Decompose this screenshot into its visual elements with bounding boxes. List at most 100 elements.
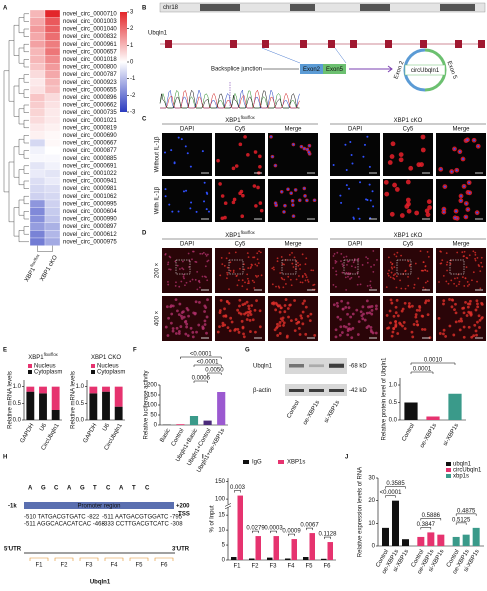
row-header: 200 × (155, 262, 161, 278)
cell-cy5 (405, 179, 411, 185)
heatmap-cell (44, 40, 61, 49)
x-tick-label: F2 (251, 564, 259, 570)
tissue-cell (392, 274, 395, 277)
row-label: novel_circ_0000941 (63, 179, 117, 185)
tissue-cell (355, 308, 359, 312)
heatmap-cell (29, 199, 46, 208)
bar (327, 542, 333, 560)
heatmap-cell (29, 101, 46, 109)
heatmap-cell (29, 207, 46, 216)
legend-label: Nucleus (97, 364, 119, 370)
tissue-cell (465, 266, 468, 269)
tissue-cell (343, 256, 345, 259)
tissue-cell (298, 275, 300, 277)
tissue-cell (467, 325, 471, 329)
y-tick-label: 50 (150, 413, 157, 419)
tissue-cell (242, 335, 246, 339)
tissue-cell (205, 315, 209, 319)
tissue-cell (228, 288, 230, 291)
group-header-main: XBP1 cKO (394, 118, 423, 124)
tissue-cell (272, 266, 275, 269)
y-tick-label: 0 (222, 558, 226, 564)
channel-header: Merge (452, 127, 470, 133)
tissue-cell (181, 267, 184, 270)
tissue-cell (394, 273, 397, 275)
cell-dapi (305, 199, 308, 202)
cell-dapi (304, 194, 307, 197)
tissue-cell (203, 310, 206, 313)
tissue-cell (442, 299, 446, 303)
cell-dapi (292, 215, 295, 218)
exon-label: Exon2 (303, 67, 321, 73)
tissue-cell (313, 333, 317, 337)
significance-bracket (234, 490, 241, 493)
channel-header: Cy5 (235, 242, 246, 248)
zoom-box (175, 259, 191, 275)
x-tick-label: F6 (323, 564, 331, 570)
tissue-cell (454, 320, 458, 324)
x-tick-label: si-XBP1s (443, 423, 461, 447)
exon (478, 40, 485, 48)
tissue-cell (413, 286, 415, 289)
tissue-cell (282, 286, 285, 289)
tissue-cell (283, 310, 287, 314)
tissue-cell (178, 285, 181, 288)
cell-dapi (173, 162, 176, 165)
heatmap-cell (44, 70, 61, 79)
micrograph (436, 133, 486, 176)
tissue-cell (391, 263, 394, 266)
tissue-cell (387, 326, 391, 330)
tissue-cell (357, 259, 360, 262)
junction-label: Backsplice junction (211, 67, 262, 73)
colorbar (120, 12, 127, 112)
tissue-cell (395, 255, 398, 258)
row-label: novel_circ_0000961 (63, 42, 117, 48)
bar (452, 536, 460, 546)
cell-cy5 (223, 215, 227, 220)
column-label-main: XBP1 (24, 266, 37, 283)
tissue-cell (198, 281, 201, 284)
row-label: novel_circ_0001062 (63, 194, 117, 200)
dendrogram (13, 207, 19, 237)
cell-dapi (177, 136, 180, 139)
cell-dapi (365, 198, 368, 201)
tissue-cell (298, 333, 302, 336)
cell-cy5 (232, 197, 237, 202)
tissue-cell (422, 286, 425, 289)
tissue-cell (204, 253, 207, 256)
tissue-cell (396, 251, 399, 254)
y-axis-label: Relative luciferase activity (144, 370, 150, 439)
band-label: β-actin (253, 388, 271, 394)
bar (217, 392, 226, 425)
tissue-cell (258, 325, 262, 329)
cell-cy5 (246, 153, 250, 157)
tissue-cell (177, 313, 181, 317)
tissue-cell (198, 279, 201, 282)
heatmap-cell (44, 93, 61, 102)
cell-dapi (454, 216, 457, 219)
tissue-cell (395, 298, 399, 302)
cell-dapi (362, 155, 365, 158)
tissue-cell (195, 261, 198, 263)
tss-label: TSS (178, 512, 190, 518)
tissue-cell (407, 275, 409, 278)
tissue-cell (349, 315, 353, 319)
chromosome: chr18 (163, 5, 179, 11)
tissue-cell (400, 309, 404, 313)
cell-dapi (283, 210, 286, 213)
group-header: XBP1flox/flox (225, 230, 255, 239)
bar-segment (39, 386, 47, 394)
tissue-cell (309, 312, 313, 316)
tissue-cell (447, 282, 450, 285)
tissue-cell (224, 315, 228, 318)
tissue-cell (400, 254, 403, 257)
tissue-cell (478, 326, 481, 329)
zoom-box (228, 259, 244, 275)
cell-dapi (458, 150, 461, 153)
bar (427, 532, 435, 546)
significance-bracket (288, 533, 295, 537)
micrograph (215, 179, 265, 222)
tissue-cell (340, 260, 342, 262)
tissue-cell (285, 335, 289, 339)
tissue-cell (250, 304, 254, 307)
